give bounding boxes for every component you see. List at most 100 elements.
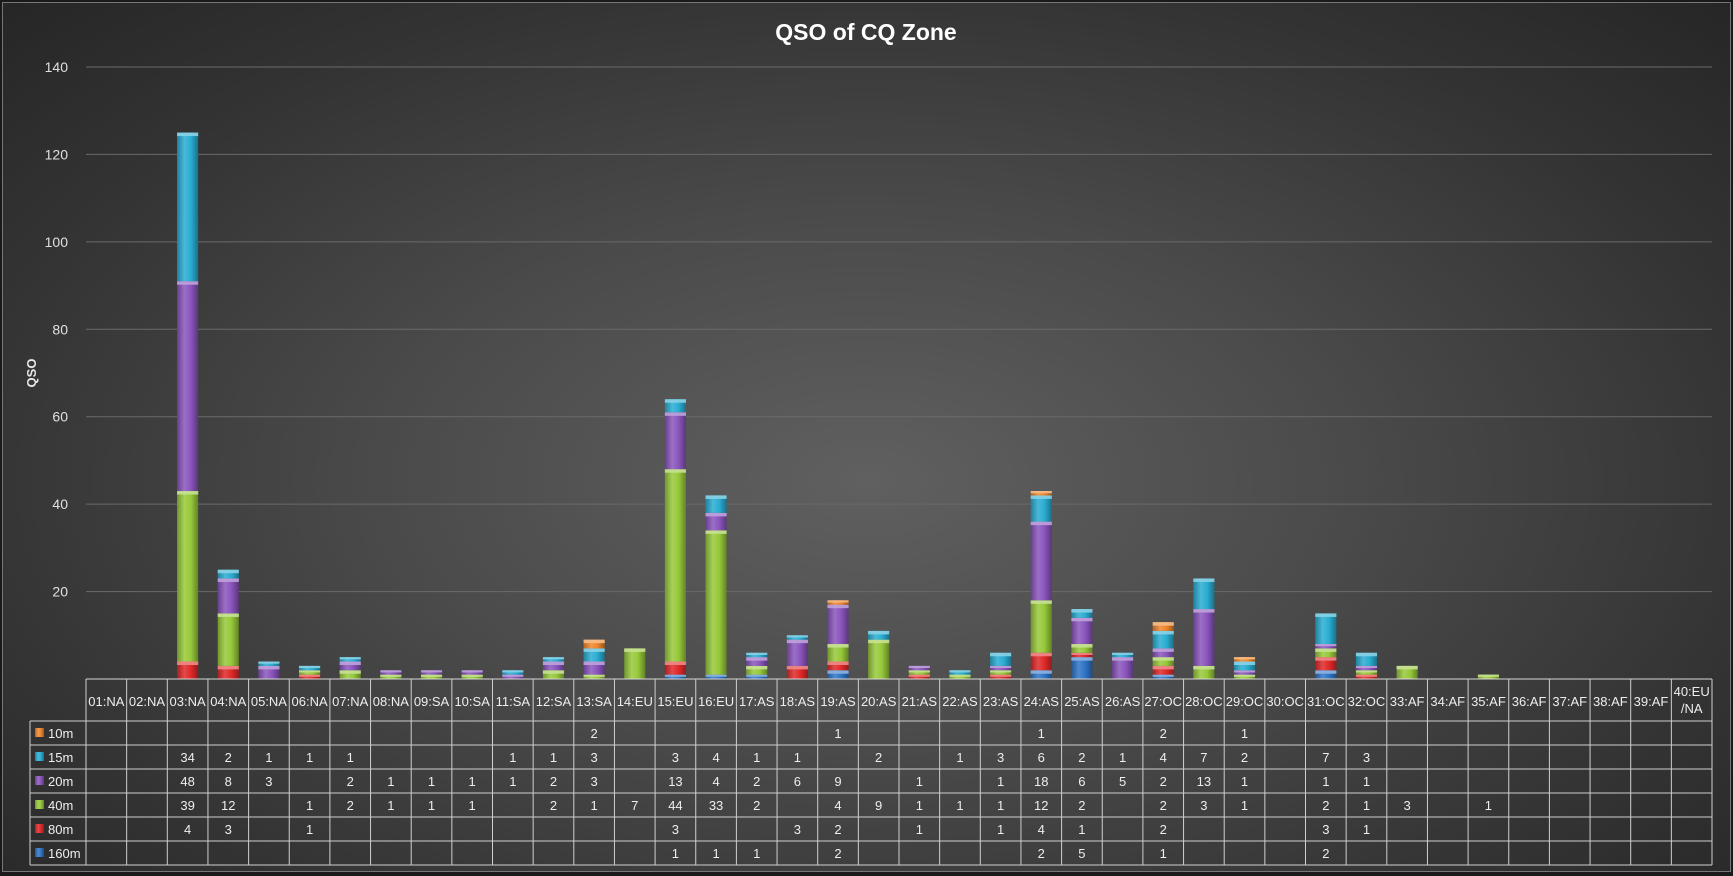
legend-label-40m: 40m (48, 798, 73, 813)
table-cell-value: 1 (956, 798, 963, 813)
bar-segment-80m (827, 661, 849, 671)
x-tick-label: 37:AF (1552, 694, 1587, 709)
bar-segment-cap (990, 670, 1012, 673)
x-tick-label: 01:NA (88, 694, 124, 709)
table-cell-value: 13 (1197, 774, 1211, 789)
x-tick-label: 28:OC (1185, 694, 1223, 709)
table-cell-value: 1 (916, 822, 923, 837)
table-cell-value: 1 (306, 798, 313, 813)
x-tick-label: 40:EU (1674, 684, 1710, 699)
table-cell-value: 1 (916, 798, 923, 813)
x-tick-label: 39:AF (1634, 694, 1669, 709)
table-cell-value: 1 (306, 750, 313, 765)
bar-segment-160m (1071, 657, 1093, 679)
bar-segment-cap (420, 674, 443, 677)
table-cell-value: 1 (997, 774, 1004, 789)
bar-segment-cap (786, 639, 808, 644)
table-cell-value: 1 (712, 846, 719, 861)
x-tick-label: 31:OC (1307, 694, 1345, 709)
bar-segment-20m (705, 512, 727, 531)
x-tick-label: 33:AF (1390, 694, 1425, 709)
bar-segment-40m (705, 530, 727, 675)
x-tick-label: 23:AS (983, 694, 1019, 709)
table-cell-value: 1 (956, 750, 963, 765)
table-cell-value: 6 (794, 774, 801, 789)
y-axis-label: QSO (24, 359, 39, 388)
bar-segment-cap (664, 399, 686, 403)
x-tick-label: 05:NA (251, 694, 287, 709)
bar-segment-cap (664, 412, 686, 416)
bar-segment-40m (339, 670, 361, 679)
bar-segment-cap (1030, 495, 1052, 499)
legend-label-160m: 160m (48, 846, 81, 861)
table-cell-value: 5 (1119, 774, 1126, 789)
bar-segment-10m (583, 639, 605, 649)
legend-label-15m: 15m (48, 750, 73, 765)
bar-segment-15m (177, 132, 199, 282)
legend-key-80m (35, 824, 44, 833)
bar-segment-20m (664, 412, 686, 470)
bar-segment-20m (339, 661, 361, 671)
bar-segment-10m (1030, 491, 1052, 496)
table-cell-value: 12 (1034, 798, 1048, 813)
bar-segment-40m (664, 469, 686, 662)
bar-segment-cap (1152, 648, 1174, 652)
bar-segment-cap (705, 530, 727, 534)
bar-segment-cap (1193, 609, 1215, 613)
bar-segment-15m (1233, 661, 1256, 671)
legend-key-20m (35, 776, 44, 785)
table-cell-value: 3 (672, 750, 679, 765)
x-tick-label: /NA (1681, 701, 1703, 716)
table-cell-value: 2 (347, 774, 354, 789)
table-cell-value: 1 (916, 774, 923, 789)
bar-segment-cap (1030, 652, 1052, 657)
bar-segment-cap (1152, 630, 1174, 635)
bar-segment-cap (705, 495, 727, 499)
bar-segment-20m (1112, 657, 1134, 679)
table-cell-value: 2 (875, 750, 882, 765)
bar-segment-cap (1315, 644, 1337, 647)
bar-segment-cap (542, 657, 565, 660)
table-cell-value: 48 (180, 774, 194, 789)
bar-segment-cap (583, 674, 605, 677)
table-cell-value: 1 (509, 774, 516, 789)
table-cell-value: 1 (1078, 822, 1085, 837)
table-cell-value: 2 (1078, 798, 1085, 813)
x-tick-label: 25:AS (1064, 694, 1100, 709)
table-cell-value: 1 (469, 798, 476, 813)
bar-segment-20m (177, 281, 199, 492)
bar-segment-cap (1315, 613, 1337, 617)
x-tick-label: 09:SA (414, 694, 450, 709)
bar-segment-cap (1071, 644, 1093, 648)
x-tick-label: 24:AS (1024, 694, 1060, 709)
bar-segment-cap (827, 670, 849, 674)
bar-segment-40m (1152, 657, 1174, 666)
table-cell-value: 1 (997, 822, 1004, 837)
bar-segment-cap (868, 630, 890, 635)
bar-segment-cap (420, 670, 443, 673)
legend-label-80m: 80m (48, 822, 73, 837)
bar-segment-cap (1030, 670, 1052, 674)
table-cell-value: 2 (753, 798, 760, 813)
table-cell-value: 1 (469, 774, 476, 789)
table-cell-value: 1 (1322, 774, 1329, 789)
bar-segment-cap (908, 665, 930, 669)
legend-key-10m (35, 728, 44, 737)
y-tick-label: 80 (52, 321, 68, 337)
table-cell-value: 2 (1241, 750, 1248, 765)
bar-segment-cap (908, 674, 930, 677)
x-tick-label: 27:OC (1144, 694, 1182, 709)
table-cell-value: 7 (1200, 750, 1207, 765)
bar-segment-20m (786, 639, 808, 666)
x-tick-label: 32:OC (1348, 694, 1386, 709)
bar-segment-cap (502, 670, 524, 673)
bar-segment-cap (786, 665, 808, 670)
table-cell-value: 2 (1160, 774, 1167, 789)
bar-segment-20m (827, 604, 849, 645)
table-cell-value: 1 (1363, 822, 1370, 837)
table-cell-value: 12 (221, 798, 235, 813)
table-cell-value: 2 (1078, 750, 1085, 765)
table-cell-value: 18 (1034, 774, 1048, 789)
bar-segment-cap (1193, 665, 1215, 670)
